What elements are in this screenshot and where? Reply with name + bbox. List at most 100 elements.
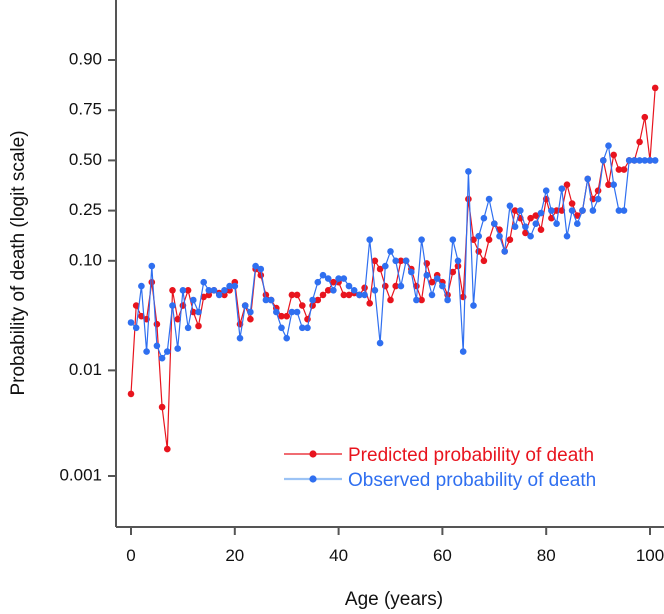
predicted-point bbox=[324, 287, 332, 294]
observed-point bbox=[387, 248, 394, 255]
observed-point bbox=[522, 223, 529, 230]
predicted-point bbox=[340, 291, 348, 299]
predicted-point bbox=[174, 315, 181, 323]
predicted-point bbox=[153, 320, 161, 328]
observed-point bbox=[517, 207, 524, 214]
observed-point bbox=[641, 157, 649, 164]
observed-point bbox=[293, 308, 301, 316]
observed-point bbox=[158, 354, 166, 362]
predicted-point bbox=[574, 212, 581, 219]
legend-observed-marker bbox=[309, 475, 317, 483]
predicted-point bbox=[184, 287, 192, 294]
x-tick-label: 40 bbox=[329, 546, 348, 565]
observed-point bbox=[169, 302, 176, 309]
legend-observed-label: Observed probability of death bbox=[348, 470, 596, 491]
predicted-point bbox=[563, 181, 571, 188]
observed-point bbox=[600, 157, 607, 164]
observed-point bbox=[397, 282, 405, 290]
observed-point bbox=[143, 348, 150, 355]
predicted-point bbox=[278, 312, 285, 320]
observed-point bbox=[231, 282, 239, 290]
observed-point bbox=[304, 324, 311, 332]
observed-point bbox=[371, 287, 379, 294]
observed-point bbox=[542, 187, 550, 194]
observed-point bbox=[454, 257, 462, 265]
observed-point bbox=[288, 308, 296, 316]
x-tick-label: 60 bbox=[433, 546, 452, 565]
predicted-point bbox=[293, 291, 301, 299]
observed-point bbox=[413, 296, 420, 304]
observed-point bbox=[236, 334, 244, 342]
predicted-point bbox=[532, 212, 540, 219]
observed-point bbox=[631, 157, 638, 164]
predicted-point bbox=[345, 291, 353, 299]
x-tick-label: 0 bbox=[126, 546, 135, 565]
legend-predicted-marker bbox=[309, 450, 317, 458]
series-observed bbox=[127, 142, 659, 362]
predicted-point bbox=[148, 278, 156, 286]
predicted-point bbox=[376, 265, 384, 273]
observed-point bbox=[190, 296, 197, 304]
predicted-point bbox=[158, 403, 166, 411]
observed-point bbox=[449, 236, 457, 243]
observed-point bbox=[314, 278, 322, 286]
predicted-point bbox=[418, 296, 425, 304]
observed-point bbox=[402, 257, 410, 265]
x-tick-label: 20 bbox=[225, 546, 244, 565]
observed-point bbox=[433, 275, 441, 282]
observed-point bbox=[480, 214, 488, 222]
observed-point bbox=[636, 157, 643, 164]
x-tick-label: 80 bbox=[537, 546, 556, 565]
predicted-point bbox=[449, 268, 457, 276]
predicted-point bbox=[221, 291, 228, 299]
observed-point bbox=[537, 209, 545, 217]
observed-point bbox=[153, 342, 161, 350]
observed-point bbox=[408, 268, 415, 276]
observed-point bbox=[615, 207, 623, 214]
observed-point bbox=[511, 223, 519, 230]
y-tick-label: 0.01 bbox=[69, 360, 102, 379]
observed-point bbox=[252, 262, 259, 270]
observed-point bbox=[382, 262, 389, 270]
predicted-point bbox=[247, 315, 254, 323]
observed-point bbox=[392, 257, 400, 265]
predicted-point bbox=[200, 293, 207, 301]
predicted-point bbox=[465, 195, 472, 203]
y-tick-label: 0.10 bbox=[69, 250, 102, 269]
observed-point bbox=[241, 302, 249, 309]
predicted-point bbox=[314, 296, 322, 304]
observed-point bbox=[651, 157, 659, 164]
observed-point bbox=[267, 296, 275, 304]
series-predicted bbox=[127, 84, 659, 453]
predicted-point bbox=[605, 181, 612, 188]
predicted-point bbox=[548, 214, 555, 222]
plot-area bbox=[127, 84, 659, 453]
observed-point bbox=[350, 287, 358, 294]
predicted-point bbox=[615, 166, 623, 173]
observed-point bbox=[553, 220, 560, 227]
observed-point bbox=[491, 220, 498, 227]
observed-point bbox=[361, 291, 368, 299]
predicted-point bbox=[164, 445, 171, 453]
observed-point bbox=[335, 275, 342, 282]
y-axis: 0.001 0.01 0.10 0.25 0.50 0.75 0.90 bbox=[59, 0, 117, 527]
predicted-point bbox=[651, 84, 659, 92]
legend: Predicted probability of death Observed … bbox=[284, 445, 596, 491]
observed-point bbox=[319, 271, 327, 279]
predicted-point bbox=[169, 287, 176, 294]
predicted-point bbox=[319, 291, 327, 299]
observed-point bbox=[366, 236, 374, 243]
predicted-point bbox=[459, 293, 467, 301]
observed-point bbox=[273, 308, 280, 316]
observed-point bbox=[278, 324, 285, 332]
observed-point bbox=[584, 175, 591, 183]
observed-point bbox=[527, 232, 534, 240]
x-axis: 0 20 40 60 80 100 bbox=[116, 526, 664, 565]
observed-point bbox=[620, 207, 628, 214]
observed-point bbox=[132, 324, 140, 332]
predicted-point bbox=[195, 322, 202, 330]
observed-point bbox=[485, 195, 493, 203]
observed-point bbox=[506, 202, 514, 210]
observed-point bbox=[330, 287, 337, 294]
